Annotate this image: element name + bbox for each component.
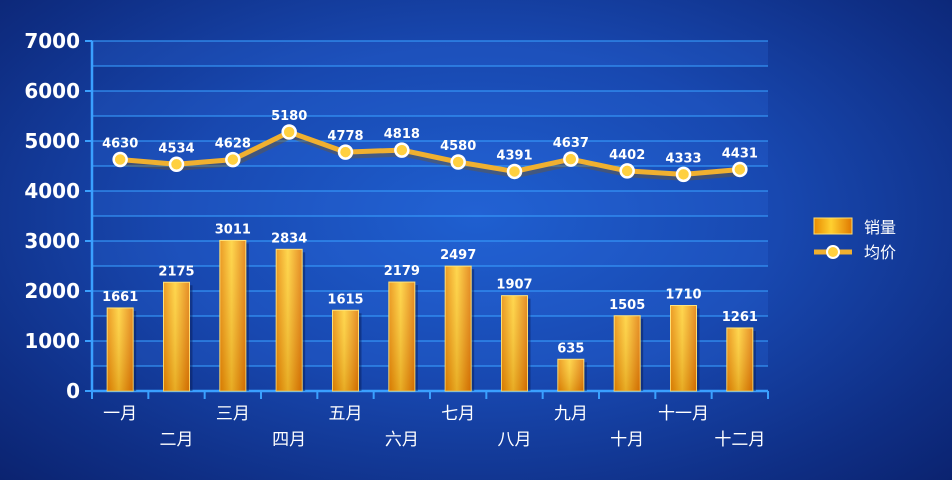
bar-data-label: 1907 xyxy=(496,278,532,293)
bar-data-label: 3011 xyxy=(215,222,251,237)
line-shadow xyxy=(121,131,743,181)
y-tick-label: 3000 xyxy=(24,229,80,253)
line-data-label: 4818 xyxy=(384,127,420,142)
line-data-label: 4534 xyxy=(158,141,194,156)
bar-data-label: 1505 xyxy=(609,298,645,313)
grid-band xyxy=(92,341,768,366)
line-point xyxy=(112,151,128,168)
x-tick-label: 四月 xyxy=(272,430,306,450)
bar-shade xyxy=(276,249,303,391)
legend-marker xyxy=(826,245,840,259)
grid-band xyxy=(92,241,768,266)
line-point xyxy=(168,156,185,173)
bar-shade xyxy=(670,305,697,391)
grid-band xyxy=(92,91,768,116)
line-data-label: 5180 xyxy=(271,109,307,124)
y-tick-label: 1000 xyxy=(24,329,80,353)
y-tick-label: 4000 xyxy=(24,179,80,203)
line-data-label: 4628 xyxy=(215,137,251,152)
legend-label-avg-price: 均价 xyxy=(864,243,896,262)
line-data-label: 4402 xyxy=(609,148,645,163)
line-data-label: 4431 xyxy=(722,146,758,161)
line-path xyxy=(119,129,741,177)
bar-shade xyxy=(332,310,359,391)
line-point xyxy=(281,124,297,140)
bar-data-label: 1615 xyxy=(327,292,363,307)
x-tick-label: 二月 xyxy=(160,430,194,450)
line-point xyxy=(506,163,523,180)
bar-shade xyxy=(219,240,246,391)
bar-data-label: 1261 xyxy=(722,310,758,325)
bar-shade xyxy=(163,282,190,391)
line-data-label: 4333 xyxy=(665,151,701,166)
bar-shade xyxy=(557,359,584,391)
y-tick-label: 5000 xyxy=(24,129,80,153)
x-tick-label: 十二月 xyxy=(714,430,765,450)
x-tick-label: 十一月 xyxy=(658,404,709,424)
grid-band xyxy=(92,41,768,66)
line-point xyxy=(450,154,466,170)
line-series-avg-price: 4630 4534 4628 5180 4778 4818 4580 4391 4637 4402… xyxy=(102,109,758,183)
line-point xyxy=(619,163,635,179)
bar-shade xyxy=(445,266,472,391)
y-tick-label: 2000 xyxy=(24,279,80,303)
gridlines xyxy=(92,40,768,367)
line-point xyxy=(225,151,241,168)
bar-shade xyxy=(726,327,753,391)
bar-data-label: 2175 xyxy=(158,264,194,279)
x-tick-label: 五月 xyxy=(329,404,363,424)
x-tick-label: 十月 xyxy=(610,430,644,450)
line-data-label: 4580 xyxy=(440,139,476,154)
y-tick-label: 7000 xyxy=(24,29,80,53)
line-point xyxy=(563,151,579,167)
x-tick-label: 七月 xyxy=(441,404,475,424)
line-point xyxy=(675,166,692,183)
x-tick-label: 一月 xyxy=(103,404,137,424)
y-tick-label: 0 xyxy=(66,379,80,403)
legend-label-sales: 销量 xyxy=(864,218,896,237)
x-tick-label: 六月 xyxy=(385,430,419,450)
x-tick-label: 九月 xyxy=(554,404,588,424)
line-point xyxy=(394,142,410,158)
line-data-label: 4391 xyxy=(496,148,532,163)
bar-data-label: 2179 xyxy=(384,264,420,279)
y-tick-label: 6000 xyxy=(24,79,80,103)
bar-data-label: 635 xyxy=(557,341,584,356)
legend-swatch-sales xyxy=(813,217,853,235)
bar-series-sales: 1661 2175 3011 2834 1615 2179 2497 1907 635 1505 1… xyxy=(102,222,758,392)
line-point xyxy=(732,161,748,178)
line-data-label: 4630 xyxy=(102,137,138,152)
bar-data-label: 1661 xyxy=(102,290,138,305)
line-point xyxy=(337,144,354,160)
bar-shade xyxy=(614,315,641,391)
bar-shade xyxy=(107,307,134,391)
bar-shade xyxy=(501,295,528,391)
bar-data-label: 1710 xyxy=(665,288,701,303)
line-data-label: 4637 xyxy=(553,136,589,151)
bar-data-label: 2497 xyxy=(440,248,476,263)
x-tick-label: 三月 xyxy=(216,404,250,424)
bar-data-label: 2834 xyxy=(271,231,307,246)
grid-band xyxy=(92,291,768,316)
line-data-label: 4778 xyxy=(327,129,363,144)
grid-band xyxy=(92,191,768,216)
x-tick-label: 八月 xyxy=(498,430,532,450)
bar-shade xyxy=(388,282,415,391)
